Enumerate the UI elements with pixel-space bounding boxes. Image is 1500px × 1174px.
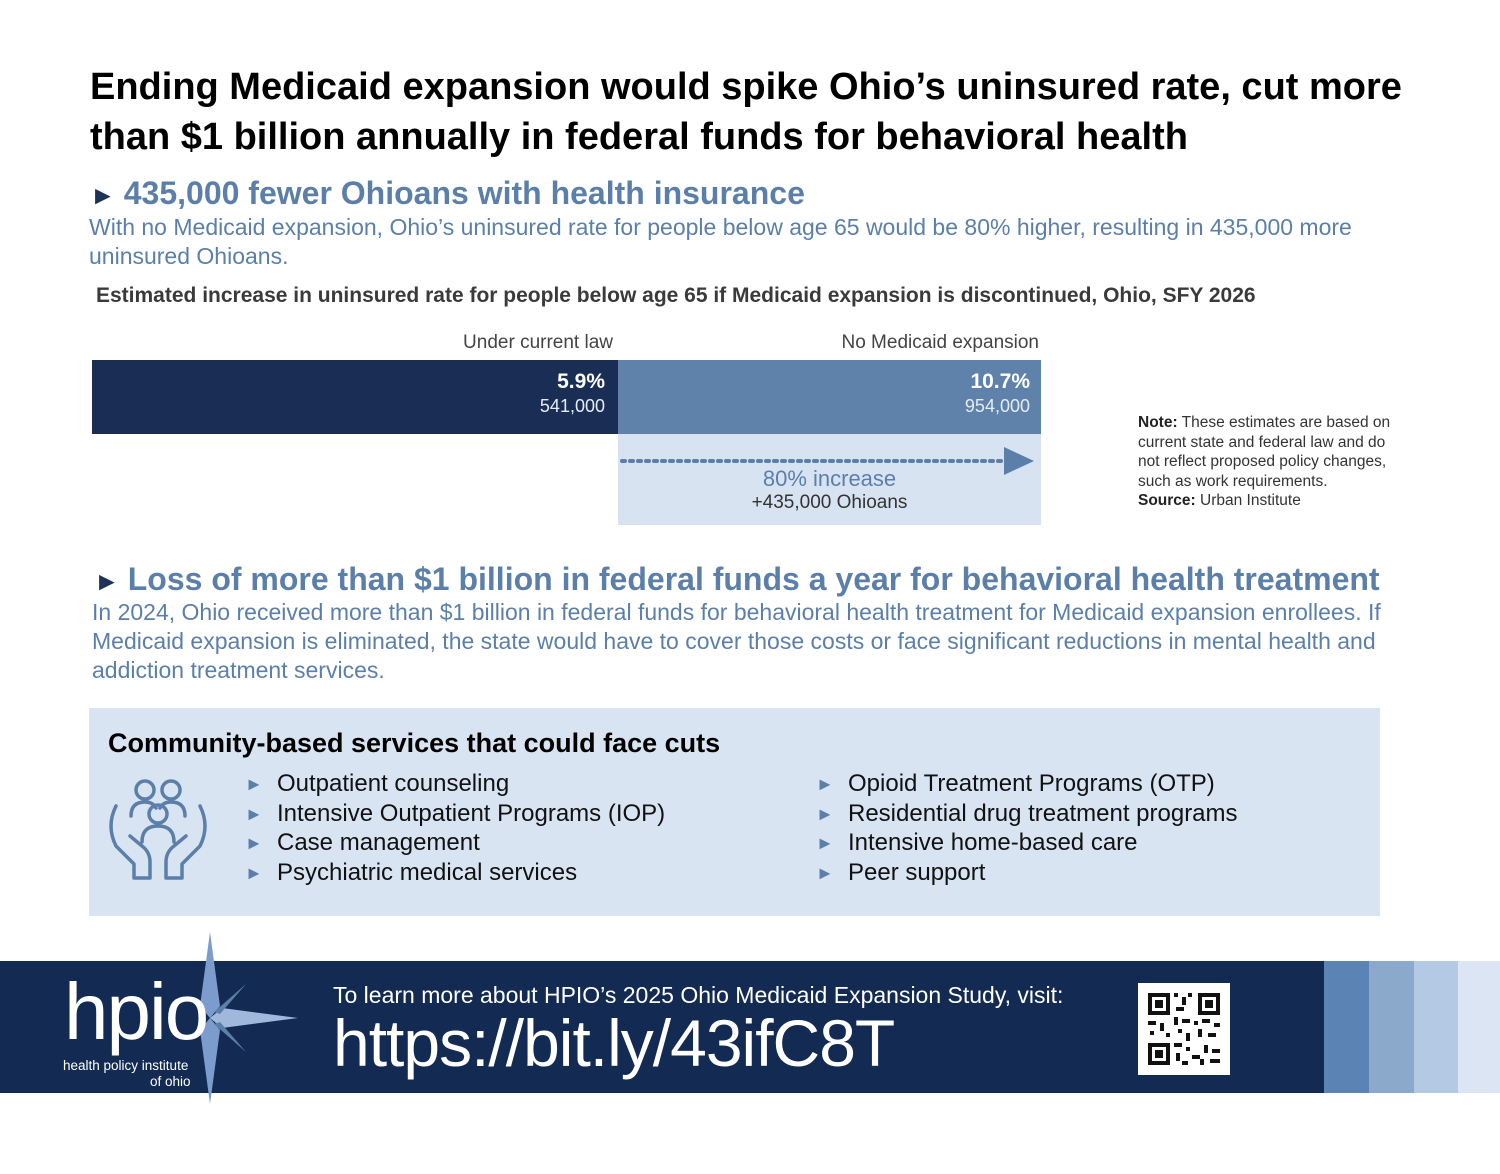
increase-percent: 80% increase (762, 466, 897, 491)
list-marker: ► (245, 833, 263, 853)
footer-stripe (1414, 961, 1458, 1093)
list-marker: ► (816, 833, 834, 853)
section1-marker: ► (90, 180, 116, 210)
bar-label-current: Under current law (463, 332, 613, 353)
chart-note: Note: These estimates are based on curre… (1138, 413, 1408, 511)
list-marker: ► (245, 803, 263, 824)
list-item: ► Opioid Treatment Programs (OTP) (816, 769, 1238, 799)
list-item: ► Outpatient counseling (245, 769, 665, 799)
logo-subtitle-line1: health policy institute (63, 1058, 189, 1073)
increase-count: +435,000 Ohioans (751, 492, 908, 513)
list-item: ► Case management (245, 828, 665, 858)
chart-title: Estimated increase in uninsured rate for… (96, 284, 1256, 307)
bar-current-law (92, 360, 618, 434)
footer-cta-text: To learn more about HPIO’s 2025 Ohio Med… (333, 982, 1064, 1008)
page-title: Ending Medicaid expansion would spike Oh… (90, 66, 1402, 158)
hpio-logo: hpio (64, 967, 209, 1056)
increase-box (618, 434, 1041, 525)
source-label: Source: (1138, 492, 1196, 509)
logo-subtitle-line2: of ohio (150, 1074, 191, 1089)
list-item: ► Intensive Outpatient Programs (IOP) (245, 799, 665, 829)
bar-current-value: 5.9% (557, 370, 605, 393)
list-marker: ► (245, 774, 263, 794)
section1-heading: ► 435,000 fewer Ohioans with health insur… (90, 175, 805, 212)
increase-arrow-icon (620, 447, 1034, 475)
footer-stripe (1324, 961, 1369, 1093)
bar-noexp-count: 954,000 (964, 396, 1030, 416)
community-care-hands-icon (109, 779, 207, 880)
services-list-right: ► Opioid Treatment Programs (OTP) ► Reside… (816, 769, 1238, 887)
qr-code-icon[interactable] (1138, 983, 1230, 1075)
section2-heading: ► Loss of more than $1 billion in federal… (94, 561, 1380, 598)
section1-heading-text: 435,000 fewer Ohioans with health insura… (123, 175, 805, 211)
bar-no-expansion (618, 360, 1041, 434)
list-item: ► Intensive home-based care (816, 828, 1238, 858)
qr-code-graphic (1148, 993, 1220, 1065)
services-list-left: ► Outpatient counseling ► Intensive Outpat… (245, 769, 665, 887)
footer-url-link[interactable]: https://bit.ly/43ifC8T (333, 1006, 895, 1080)
bar-label-noexp: No Medicaid expansion (841, 332, 1039, 353)
footer-banner (0, 961, 1500, 1093)
services-heading: Community-based services that could face… (108, 728, 721, 758)
list-marker: ► (816, 803, 834, 824)
footer-stripe (1369, 961, 1414, 1093)
services-panel (89, 708, 1380, 916)
list-marker: ► (245, 862, 263, 883)
section1-lede: With no Medicaid expansion, Ohio’s unins… (89, 214, 1352, 269)
source-text: Urban Institute (1200, 492, 1301, 509)
section2-lede: In 2024, Ohio received more than $1 bill… (92, 599, 1381, 683)
note-label: Note: (1138, 414, 1178, 431)
section2-heading-text: Loss of more than $1 billion in federal … (127, 561, 1380, 597)
bar-noexp-value: 10.7% (970, 370, 1030, 393)
list-marker: ► (816, 862, 834, 883)
footer-stripe (1458, 961, 1500, 1093)
list-item: ► Psychiatric medical services (245, 858, 665, 888)
list-marker: ► (816, 774, 834, 794)
compass-star-icon (200, 932, 298, 1104)
note-text: These estimates are based on current sta… (1138, 414, 1391, 490)
list-item: ► Peer support (816, 858, 1238, 888)
list-item: ► Residential drug treatment programs (816, 799, 1238, 829)
bar-current-count: 541,000 (539, 396, 605, 416)
section2-marker: ► (94, 566, 120, 596)
